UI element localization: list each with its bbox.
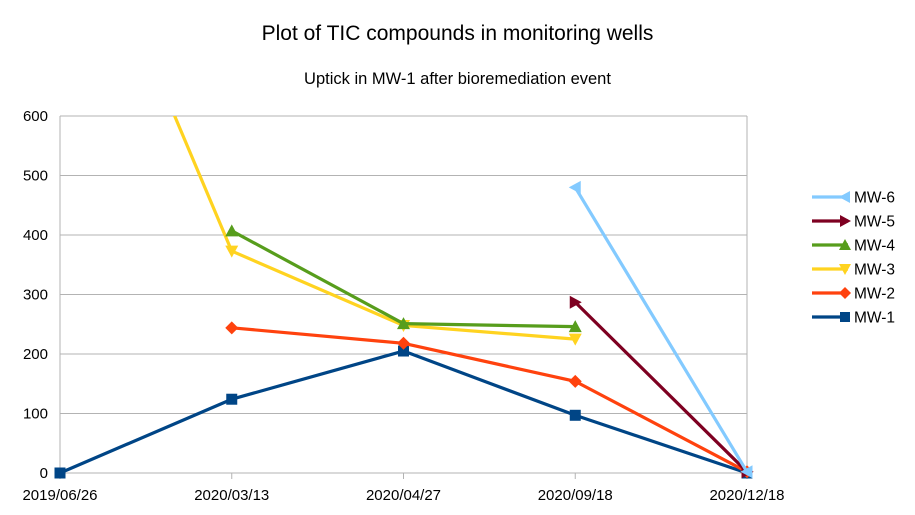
y-axis-tick-labels: 0 100 200 300 400 500 600 bbox=[23, 108, 48, 482]
series-layer bbox=[54, 116, 754, 479]
series-mw-3-segment-1-2 bbox=[230, 249, 406, 328]
x-tick-label-0: 2019/06/26 bbox=[22, 487, 97, 504]
series-mw-6-point-3 bbox=[568, 180, 581, 194]
legend-label-mw-2: MW-2 bbox=[854, 286, 895, 303]
legend-marker-mw-5 bbox=[840, 215, 851, 227]
legend-marker-mw-2 bbox=[839, 287, 851, 299]
legend-marker-mw-1 bbox=[840, 312, 850, 322]
legend-item-mw-4: MW-4 bbox=[812, 238, 895, 255]
series-mw-2-point-1 bbox=[225, 321, 239, 335]
legend-label-mw-4: MW-4 bbox=[854, 238, 895, 255]
x-tick-label-4: 2020/12/18 bbox=[709, 487, 784, 504]
legend-label-mw-3: MW-3 bbox=[854, 262, 895, 279]
series-mw-5-point-3 bbox=[569, 295, 582, 309]
x-tick-label-3: 2020/09/18 bbox=[538, 487, 613, 504]
series-mw-1-segment-0-1 bbox=[58, 397, 234, 475]
series-mw-5 bbox=[569, 295, 754, 479]
series-mw-1-segment-3-4 bbox=[573, 413, 749, 475]
legend-marker-mw-4 bbox=[839, 239, 851, 250]
series-mw-3-point-3 bbox=[568, 333, 582, 346]
series-mw-1-segment-1-2 bbox=[230, 349, 406, 401]
legend-item-mw-2: MW-2 bbox=[812, 286, 895, 303]
legend-marker-mw-3 bbox=[839, 264, 851, 275]
x-tick-label-2: 2020/04/27 bbox=[366, 487, 441, 504]
series-mw-3-point-1 bbox=[225, 245, 239, 258]
series-mw-1-segment-2-3 bbox=[401, 349, 577, 417]
series-mw-1-point-3 bbox=[569, 409, 581, 421]
legend-item-mw-1: MW-1 bbox=[812, 310, 895, 327]
y-tick-label-400: 400 bbox=[23, 227, 48, 244]
legend-item-mw-3: MW-3 bbox=[812, 262, 895, 279]
y-tick-label-600: 600 bbox=[23, 108, 48, 125]
legend: MW-6 MW-5 MW-4 MW-3 MW-2 MW-1 bbox=[812, 190, 895, 327]
y-tick-label-0: 0 bbox=[40, 465, 48, 482]
legend-label-mw-1: MW-1 bbox=[854, 310, 895, 327]
series-mw-1-point-1 bbox=[226, 393, 238, 405]
series-mw-4 bbox=[225, 224, 582, 333]
series-mw-4-segment-1-2 bbox=[230, 229, 406, 326]
legend-item-mw-5: MW-5 bbox=[812, 214, 895, 231]
legend-item-mw-6: MW-6 bbox=[812, 190, 895, 207]
y-tick-label-100: 100 bbox=[23, 406, 48, 423]
series-mw-4-segment-2-3 bbox=[401, 322, 577, 329]
chart-title: Plot of TIC compounds in monitoring well… bbox=[261, 22, 654, 45]
legend-label-mw-5: MW-5 bbox=[854, 214, 895, 231]
grid-lines bbox=[59, 115, 748, 479]
series-mw-1-point-2 bbox=[398, 345, 409, 357]
x-tick-label-1: 2020/03/13 bbox=[194, 487, 269, 504]
series-mw-4-point-2 bbox=[397, 317, 410, 330]
series-mw-2-segment-1-2 bbox=[230, 326, 406, 345]
series-mw-4-point-1 bbox=[225, 224, 239, 237]
y-tick-label-500: 500 bbox=[23, 168, 48, 185]
series-mw-4-point-3 bbox=[568, 320, 582, 333]
chart-subtitle: Uptick in MW-1 after bioremediation even… bbox=[304, 70, 611, 88]
legend-marker-mw-6 bbox=[839, 191, 850, 203]
series-mw-6-point-4 bbox=[740, 465, 753, 479]
series-mw-5-segment-3-4 bbox=[573, 300, 749, 474]
y-tick-label-300: 300 bbox=[23, 287, 48, 304]
series-mw-1 bbox=[54, 345, 753, 479]
series-mw-3 bbox=[172, 116, 582, 346]
legend-label-mw-6: MW-6 bbox=[854, 190, 895, 207]
series-mw-3-offscale-segment-0 bbox=[172, 116, 234, 253]
series-mw-1-point-0 bbox=[54, 467, 66, 479]
series-mw-2-segment-3-4 bbox=[573, 379, 749, 474]
series-mw-2-point-2 bbox=[397, 336, 410, 350]
series-mw-2-point-3 bbox=[568, 374, 582, 388]
series-mw-3-segment-2-3 bbox=[401, 323, 577, 341]
series-mw-6 bbox=[568, 180, 753, 479]
series-mw-2-segment-2-3 bbox=[401, 341, 577, 383]
y-tick-label-200: 200 bbox=[23, 346, 48, 363]
x-axis-tick-labels: 2019/06/26 2020/03/13 2020/04/27 2020/09/18… bbox=[22, 487, 784, 504]
series-mw-6-segment-3-4 bbox=[573, 185, 749, 474]
